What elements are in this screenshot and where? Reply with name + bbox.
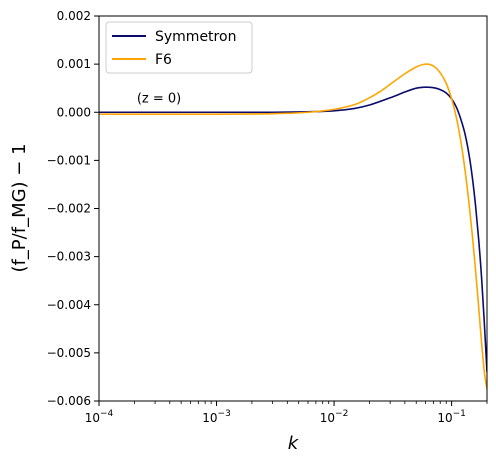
x-tick-label: 10−1 [437,409,466,425]
ticks-layer: 10−4 10−3 10−2 10−1 0.002 0.001 0.000 −0.001 −0.… [47,9,488,425]
x-tick-label: 10−3 [202,409,231,425]
y-tick-label: −0.003 [47,250,91,264]
series-line-f6 [99,63,487,390]
y-axis-title: (f_P/f_MG) − 1 [9,143,30,272]
y-tick-label: 0.000 [57,105,91,119]
y-tick-label: 0.001 [57,57,91,71]
legend-label-symmetron: Symmetron [155,29,236,45]
y-tick-label: −0.002 [47,202,91,216]
y-tick-label: −0.004 [47,298,91,312]
x-tick-label: 10−4 [85,409,114,425]
x-axis-title: k [288,433,300,454]
y-tick-label: −0.005 [47,346,91,360]
series-line-symmetron [99,86,487,373]
legend-box [105,21,253,74]
legend: Symmetron F6 [105,21,253,74]
series-layer [99,63,487,390]
legend-label-f6: F6 [155,52,172,68]
annotation-redshift: (z = 0) [137,92,181,107]
y-tick-label: −0.001 [47,153,91,167]
x-tick-label: 10−2 [320,409,349,425]
y-tick-label: −0.006 [47,394,91,408]
y-tick-label: 0.002 [57,9,91,23]
